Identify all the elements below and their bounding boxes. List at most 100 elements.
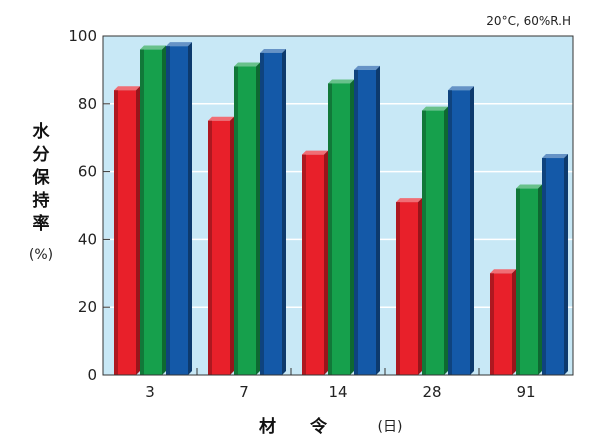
bar [260,48,286,375]
bar-front [516,188,538,375]
bar-front [542,158,564,375]
bar-side [188,42,192,376]
x-axis-unit: (日) [378,419,403,435]
bar-side [282,48,286,375]
bar [396,198,422,375]
x-axis-ticks: 3 7 14 28 91 [145,368,536,401]
bar [234,62,260,375]
y-axis-label-char: 分 [33,145,50,165]
bar [542,154,568,375]
y-axis-label-char: 率 [33,213,50,234]
bar-side [256,62,260,375]
bar-side [538,184,542,375]
y-axis-unit: (%) [29,247,53,263]
bars-group [114,42,568,376]
bar [302,150,328,375]
bar-top [396,198,422,203]
bar-front [114,90,136,376]
bar-edge [542,158,546,375]
bar-top [166,42,192,47]
bar-front [260,52,282,375]
chart-annotation: 20°C, 60%R.H [486,14,571,28]
bar-side [324,150,328,375]
bar-edge [354,69,358,376]
bar-top [114,86,140,91]
bar-top [422,106,448,111]
bar-edge [516,188,520,375]
bar-side [444,106,448,375]
y-tick-label: 20 [78,298,97,316]
x-tick-label: 3 [145,383,155,401]
bar-edge [208,120,212,375]
y-axis-label-char: 保 [32,167,51,188]
y-tick-label: 40 [78,230,97,248]
y-tick-label: 100 [68,27,97,45]
bar-side [564,154,568,375]
bar-front [448,90,470,376]
bar-side [350,79,354,376]
bar-top [448,86,474,91]
bar-edge [140,49,144,376]
y-tick-label: 80 [78,95,97,113]
bar-top [542,154,568,159]
bar [448,86,474,376]
x-tick-label: 28 [422,383,441,401]
bar-front [354,69,376,376]
bar-front [302,154,324,375]
bar [422,106,448,375]
bar-side [470,86,474,376]
bar-side [136,86,140,376]
bar-edge [422,110,426,375]
bar-edge [396,202,400,375]
bar-front [490,273,512,375]
bar-front [140,49,162,376]
bar-edge [260,52,264,375]
bar-top [234,62,260,67]
bar [208,116,234,375]
bar-top [302,150,328,155]
x-axis-label: 材 令 [259,416,341,437]
bar-front [328,83,350,376]
bar-front [166,46,188,376]
y-tick-label: 60 [78,163,97,181]
bar-side [512,269,516,375]
bar-side [376,65,380,376]
bar [140,45,166,376]
plot-frame [102,35,574,376]
bar-front [208,120,230,375]
bar [166,42,192,376]
x-tick-label: 14 [328,383,347,401]
bar-edge [166,46,170,376]
bar-edge [114,90,118,376]
bar-side [162,45,166,376]
y-tick-label: 0 [87,366,97,384]
bar-front [422,110,444,375]
bar-top [354,65,380,70]
bar [490,269,516,375]
y-axis-ticks: 0 20 40 60 80 100 [68,27,110,384]
bar-edge [234,66,238,375]
bar-front [234,66,256,375]
bar [354,65,380,376]
x-tick-label: 91 [516,383,535,401]
x-tick-label: 7 [239,383,249,401]
bar-edge [490,273,494,375]
bar [328,79,354,376]
bar-side [230,116,234,375]
bar-top [490,269,516,274]
bar-top [328,79,354,84]
bar [114,86,140,376]
bar-edge [328,83,332,376]
bar-top [140,45,166,50]
bar-front [396,202,418,375]
y-axis-label: 水分保持率 [32,121,51,234]
bar-edge [448,90,452,376]
bar-top [260,48,286,53]
bar-top [516,184,542,189]
bar-side [418,198,422,375]
bar [516,184,542,375]
y-axis-label-char: 持 [33,190,50,211]
y-axis-label-char: 水 [33,121,51,142]
bar-top [208,116,234,121]
